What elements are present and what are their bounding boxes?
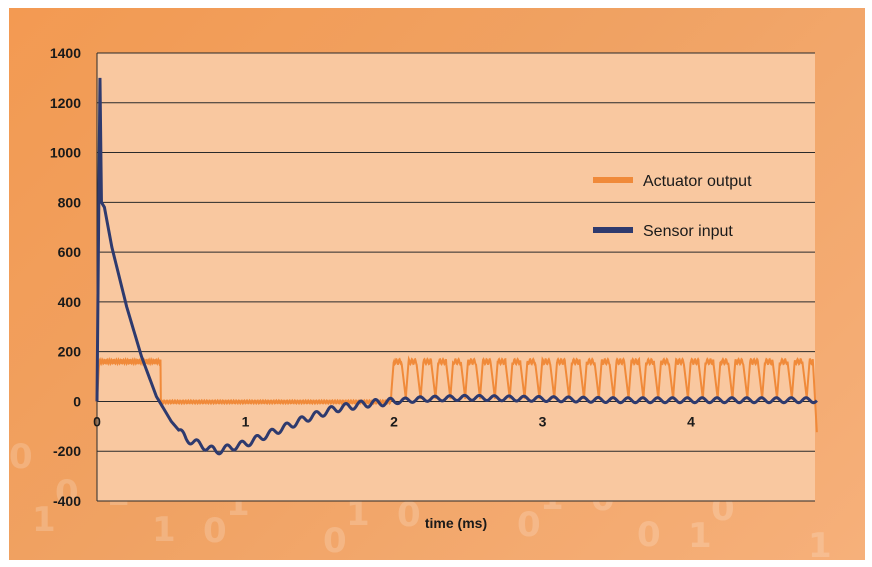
x-tick-label: 2 (390, 413, 398, 429)
y-tick-label: 200 (58, 344, 82, 360)
legend: Actuator output Sensor input (593, 173, 752, 240)
x-tick-label: 1 (242, 413, 250, 429)
y-tick-label: 1400 (50, 45, 81, 61)
background-glyph: 0 (9, 437, 33, 477)
legend-swatch-actuator (593, 177, 633, 183)
background-glyph: 1 (346, 494, 370, 534)
series-group (95, 77, 818, 456)
series-line-actuator-output (96, 355, 818, 433)
chart-frame: 01010101010101010101010101 1400120010008… (9, 8, 865, 560)
y-tick-label: 1000 (50, 145, 81, 161)
y-tick-label: 600 (58, 244, 82, 260)
background-glyph: 1 (808, 526, 832, 560)
background-glyph: 0 (517, 505, 541, 545)
chart-svg: 01010101010101010101010101 1400120010008… (9, 45, 832, 560)
background-glyph: 0 (55, 473, 79, 513)
background-glyph: 1 (32, 500, 56, 540)
y-tick-label: 800 (58, 194, 82, 210)
plot-area (97, 53, 815, 501)
legend-label-actuator: Actuator output (643, 173, 752, 190)
y-tick-label: -400 (53, 493, 81, 509)
series-line-sensor-input (95, 77, 818, 456)
x-axis-label: time (ms) (425, 515, 487, 531)
background-glyph: 1 (688, 516, 712, 556)
legend-swatch-sensor (593, 227, 633, 233)
x-tick-label: 3 (539, 413, 547, 429)
x-axis-ticks: 0 1 2 3 4 (93, 413, 695, 429)
background-glyph: 0 (637, 515, 661, 555)
background-glyph: 1 (152, 510, 176, 550)
y-tick-label: -200 (53, 443, 81, 459)
background-glyph: 0 (203, 511, 227, 551)
y-tick-label: 400 (58, 294, 82, 310)
x-tick-label: 0 (93, 413, 101, 429)
y-tick-label: 0 (73, 393, 81, 409)
background-glyph: 0 (323, 521, 347, 560)
legend-label-sensor: Sensor input (643, 223, 733, 240)
y-tick-label: 1200 (50, 95, 81, 111)
y-axis-ticks: 1400 1200 1000 800 600 400 200 0 -200 -400 (50, 45, 81, 509)
x-tick-label: 4 (687, 413, 695, 429)
background-glyph: 0 (397, 495, 421, 535)
